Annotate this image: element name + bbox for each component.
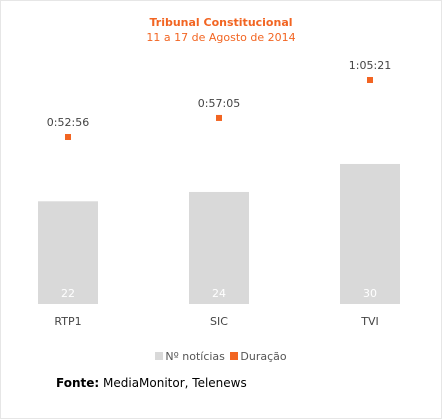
source-text: MediaMonitor, Telenews	[103, 376, 247, 390]
bar-sic	[189, 191, 249, 304]
duration-marker-sic	[216, 114, 222, 121]
legend-label-noticias: Nº notícias	[165, 350, 225, 363]
duration-label-tvi: 1:05:21	[349, 59, 391, 72]
bar-value-label-tvi: 30	[363, 287, 377, 300]
bar-rtp1	[38, 201, 98, 304]
duration-marker-tvi	[367, 77, 373, 83]
duration-marker-rtp1	[65, 134, 71, 140]
legend-swatch-duracao	[230, 352, 239, 360]
duration-label-sic: 0:57:05	[198, 97, 240, 110]
chart-subtitle: 11 a 17 de Agosto de 2014	[146, 31, 296, 44]
category-label-tvi: TVI	[360, 315, 379, 328]
legend-item-noticias[interactable]: Nº notícias	[155, 350, 225, 363]
bar-tvi	[340, 163, 400, 304]
legend-item-duracao[interactable]: Duração	[230, 350, 287, 363]
category-label-rtp1: RTP1	[54, 315, 81, 328]
legend: Nº notícias Duração	[0, 350, 442, 363]
bar-value-label-rtp1: 22	[61, 287, 75, 300]
duration-label-rtp1: 0:52:56	[47, 116, 89, 129]
source-label: Fonte:	[56, 376, 100, 390]
category-label-sic: SIC	[210, 315, 228, 328]
legend-swatch-noticias	[155, 352, 164, 360]
chart-title: Tribunal Constitucional	[149, 16, 293, 29]
bar-value-label-sic: 24	[212, 287, 226, 300]
source-note: Fonte: MediaMonitor, Telenews	[56, 376, 247, 390]
legend-label-duracao: Duração	[240, 350, 287, 363]
